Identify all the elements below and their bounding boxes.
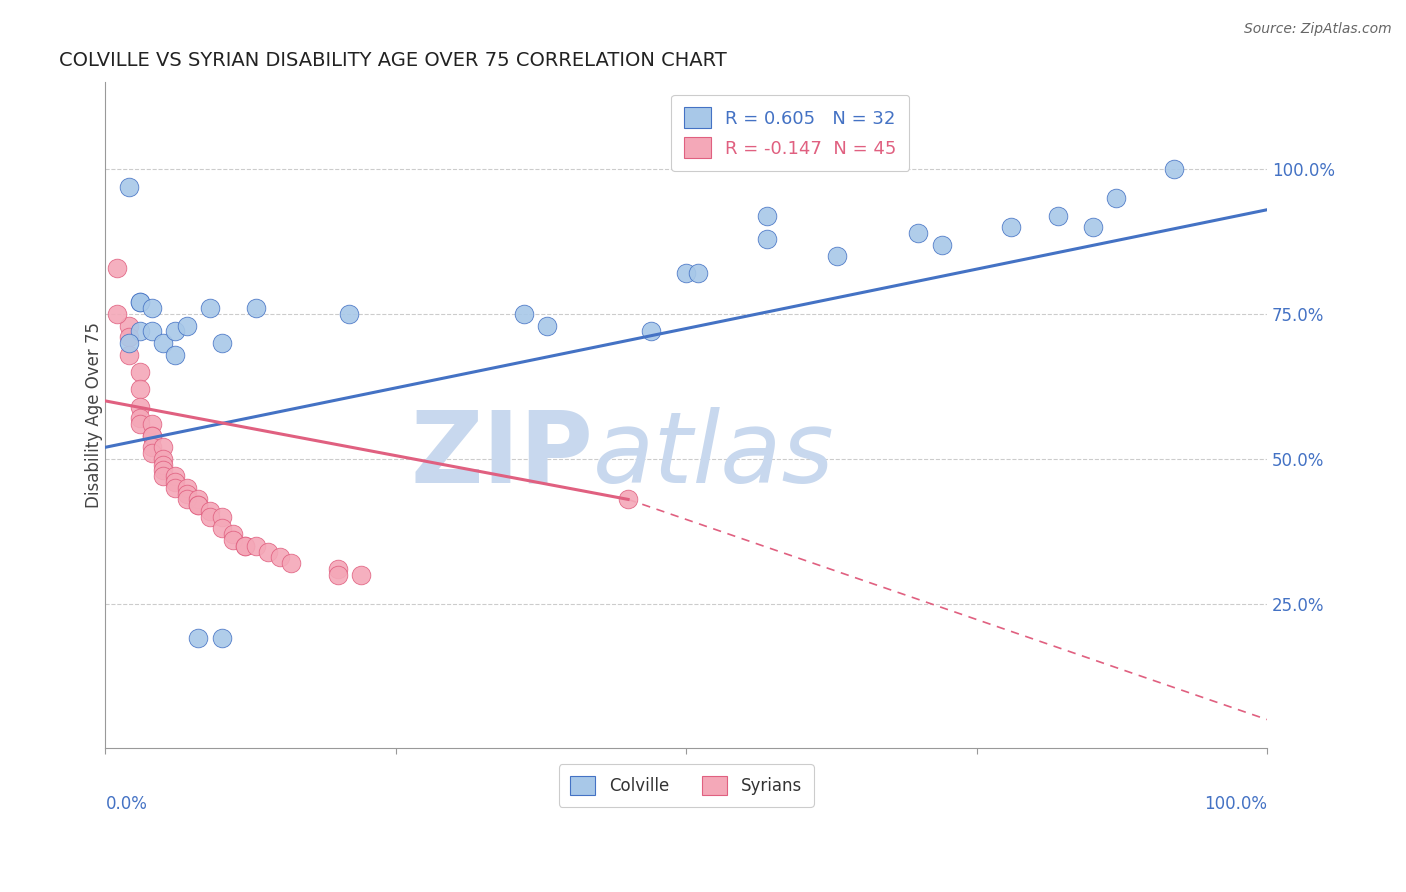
Point: [1105, 191, 1128, 205]
Point: [233, 539, 256, 553]
Point: [176, 481, 198, 495]
Point: [187, 498, 209, 512]
Point: [640, 325, 662, 339]
Point: [129, 325, 152, 339]
Point: [141, 325, 163, 339]
Point: [165, 475, 187, 489]
Point: [129, 382, 152, 396]
Point: [907, 226, 929, 240]
Text: Source: ZipAtlas.com: Source: ZipAtlas.com: [1244, 22, 1392, 37]
Point: [129, 411, 152, 425]
Point: [117, 336, 139, 351]
Point: [280, 556, 302, 570]
Point: [105, 260, 128, 275]
Point: [198, 504, 221, 518]
Point: [233, 539, 256, 553]
Point: [187, 632, 209, 646]
Point: [176, 492, 198, 507]
Point: [129, 365, 152, 379]
Point: [686, 267, 709, 281]
Point: [756, 232, 779, 246]
Point: [211, 336, 233, 351]
Point: [152, 451, 174, 466]
Point: [187, 492, 209, 507]
Point: [152, 440, 174, 454]
Text: atlas: atlas: [593, 407, 835, 504]
Point: [1081, 220, 1104, 235]
Point: [211, 509, 233, 524]
Text: ZIP: ZIP: [411, 407, 593, 504]
Y-axis label: Disability Age Over 75: Disability Age Over 75: [86, 322, 103, 508]
Point: [129, 400, 152, 414]
Point: [129, 295, 152, 310]
Point: [222, 527, 245, 541]
Point: [675, 267, 697, 281]
Point: [245, 301, 267, 316]
Point: [756, 209, 779, 223]
Point: [536, 318, 558, 333]
Point: [141, 428, 163, 442]
Point: [326, 562, 349, 576]
Point: [245, 539, 267, 553]
Text: 0.0%: 0.0%: [105, 795, 148, 814]
Point: [211, 521, 233, 535]
Point: [152, 458, 174, 472]
Point: [198, 509, 221, 524]
Point: [176, 486, 198, 500]
Point: [1046, 209, 1069, 223]
Point: [198, 301, 221, 316]
Point: [141, 446, 163, 460]
Point: [152, 336, 174, 351]
Point: [187, 498, 209, 512]
Point: [141, 440, 163, 454]
Point: [117, 318, 139, 333]
Point: [326, 567, 349, 582]
Point: [617, 492, 640, 507]
Point: [141, 428, 163, 442]
Point: [129, 295, 152, 310]
Text: 100.0%: 100.0%: [1204, 795, 1267, 814]
Point: [165, 481, 187, 495]
Point: [350, 567, 373, 582]
Point: [117, 179, 139, 194]
Point: [1000, 220, 1022, 235]
Point: [269, 550, 291, 565]
Point: [152, 469, 174, 483]
Point: [337, 307, 360, 321]
Point: [152, 463, 174, 477]
Point: [512, 307, 534, 321]
Point: [165, 348, 187, 362]
Point: [825, 249, 848, 263]
Text: COLVILLE VS SYRIAN DISABILITY AGE OVER 75 CORRELATION CHART: COLVILLE VS SYRIAN DISABILITY AGE OVER 7…: [59, 51, 727, 70]
Legend: Colville, Syrians: Colville, Syrians: [558, 764, 814, 806]
Point: [931, 237, 953, 252]
Point: [222, 533, 245, 547]
Point: [176, 318, 198, 333]
Point: [117, 348, 139, 362]
Point: [165, 325, 187, 339]
Point: [141, 301, 163, 316]
Point: [165, 469, 187, 483]
Point: [105, 307, 128, 321]
Point: [117, 330, 139, 344]
Point: [211, 632, 233, 646]
Point: [129, 417, 152, 431]
Point: [257, 544, 280, 558]
Point: [141, 417, 163, 431]
Point: [1163, 162, 1185, 177]
